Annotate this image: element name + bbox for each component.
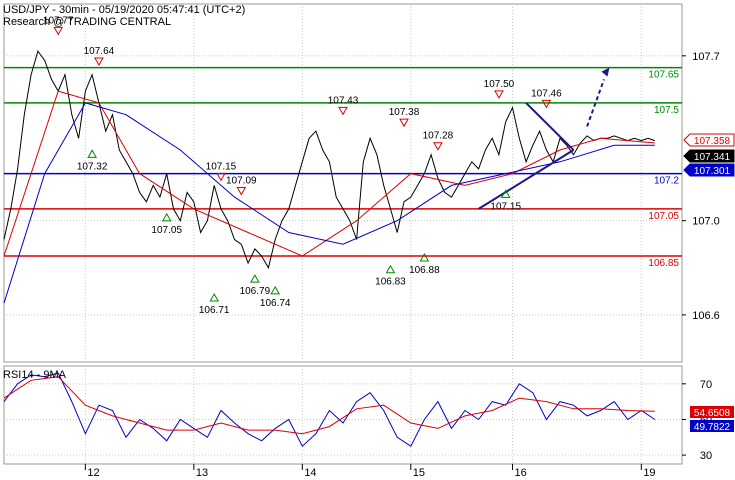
peak-marker <box>541 99 552 109</box>
y-tick-label: 106.6 <box>692 310 720 322</box>
rsi-grid <box>4 366 682 464</box>
trough-marker <box>270 285 281 295</box>
price-panel-frame <box>3 3 683 363</box>
level-label: 106.85 <box>648 258 679 269</box>
x-tick-label: 16 <box>515 467 527 479</box>
x-tick-label: 14 <box>304 467 316 479</box>
annotation-label: 107.38 <box>389 107 420 118</box>
chart-title: USD/JPY - 30min - 05/19/2020 05:47:41 (U… <box>3 4 245 16</box>
rsi-title: RSI14 - 9MA <box>3 369 67 381</box>
annotation-label: 107.05 <box>151 225 182 236</box>
trough-marker <box>419 252 430 262</box>
annotation-label: 107.43 <box>328 95 359 106</box>
price-tag-label: 107.341 <box>694 152 731 163</box>
rsi-y-tick-label: 30 <box>700 450 712 462</box>
annotation-label: 107.64 <box>84 46 115 57</box>
peak-marker <box>494 90 504 99</box>
rsi-tag-label: 54.6508 <box>694 408 731 419</box>
chart-subtitle: Research @ TRADING CENTRAL <box>3 16 171 28</box>
x-tick-label: 15 <box>413 467 425 479</box>
rsi-tag <box>690 406 734 418</box>
annotation-label: 107.15 <box>490 201 521 212</box>
annotation-label: 107.46 <box>531 88 562 99</box>
rsi-tag <box>690 420 734 432</box>
annotation-label: 106.71 <box>199 305 230 316</box>
trough-marker <box>249 274 260 283</box>
annotation-label: 106.74 <box>260 298 291 309</box>
price-tag <box>683 149 735 163</box>
trend-line-lower <box>478 149 575 210</box>
annotation-label: 107.09 <box>226 175 257 186</box>
peak-marker <box>94 57 104 66</box>
annotation-label: 107.77 <box>43 15 74 26</box>
peak-marker <box>53 26 64 36</box>
annotation-label: 107.15 <box>206 161 237 172</box>
price-tag-label: 107.301 <box>694 166 731 177</box>
annotations: 107.77 107.64 107.32 107.05 107.15 107.09 106.… <box>43 15 562 316</box>
trend-lines <box>478 67 610 210</box>
x-tick-label: 12 <box>87 467 99 479</box>
rsi-line <box>3 372 656 448</box>
rsi-tag-label: 49.7822 <box>694 422 731 433</box>
trough-marker <box>161 212 172 222</box>
y-tick-label: 107.0 <box>692 216 720 228</box>
price-panel: 107.65 107.5 107.2 107.05 106.85 107.77 107.6… <box>3 3 735 363</box>
price-line <box>3 49 656 270</box>
price-tag <box>683 133 735 147</box>
level-label: 107.2 <box>654 176 679 187</box>
ma-fast-line <box>3 90 655 257</box>
price-tags: 107.358 107.341 107.301 <box>683 133 735 177</box>
peak-marker <box>433 142 443 151</box>
rsi-y-tick-label: 70 <box>700 379 712 391</box>
level-label: 107.65 <box>648 70 679 81</box>
projection-line <box>586 79 605 127</box>
annotation-label: 107.28 <box>423 131 454 142</box>
rsi-series <box>3 372 656 448</box>
price-grid <box>4 4 682 362</box>
peak-marker <box>236 186 247 196</box>
annotation-label: 106.83 <box>375 277 406 288</box>
rsi-panel-frame <box>3 365 683 465</box>
x-tick-label: 19 <box>643 467 655 479</box>
price-tag <box>683 163 735 177</box>
price-y-axis: 107.7 107.0 106.6 <box>682 51 720 322</box>
annotation-label: 107.32 <box>77 161 108 172</box>
rsi-tags: 54.6508 49.7822 <box>690 406 734 433</box>
peak-marker <box>338 106 348 116</box>
annotation-label: 106.79 <box>240 286 271 297</box>
x-tick-label: 13 <box>196 467 208 479</box>
x-axis: 12 13 14 15 16 19 <box>84 464 656 479</box>
annotation-label: 107.50 <box>484 79 515 90</box>
y-tick-label: 107.7 <box>692 51 720 63</box>
trough-marker <box>500 189 511 198</box>
level-lines: 107.65 107.5 107.2 107.05 106.85 <box>4 66 682 269</box>
projection-arrow <box>601 67 610 77</box>
annotation-label: 106.88 <box>409 265 440 276</box>
peak-marker <box>216 172 226 182</box>
trend-line-upper <box>525 102 575 151</box>
level-label: 107.5 <box>654 105 679 116</box>
trough-marker <box>209 292 220 302</box>
peak-marker <box>399 118 409 128</box>
rsi-ma-line <box>3 376 655 435</box>
trough-marker <box>87 149 98 158</box>
trough-marker <box>385 264 396 274</box>
level-label: 107.05 <box>648 211 679 222</box>
price-tag-label: 107.358 <box>694 136 731 147</box>
